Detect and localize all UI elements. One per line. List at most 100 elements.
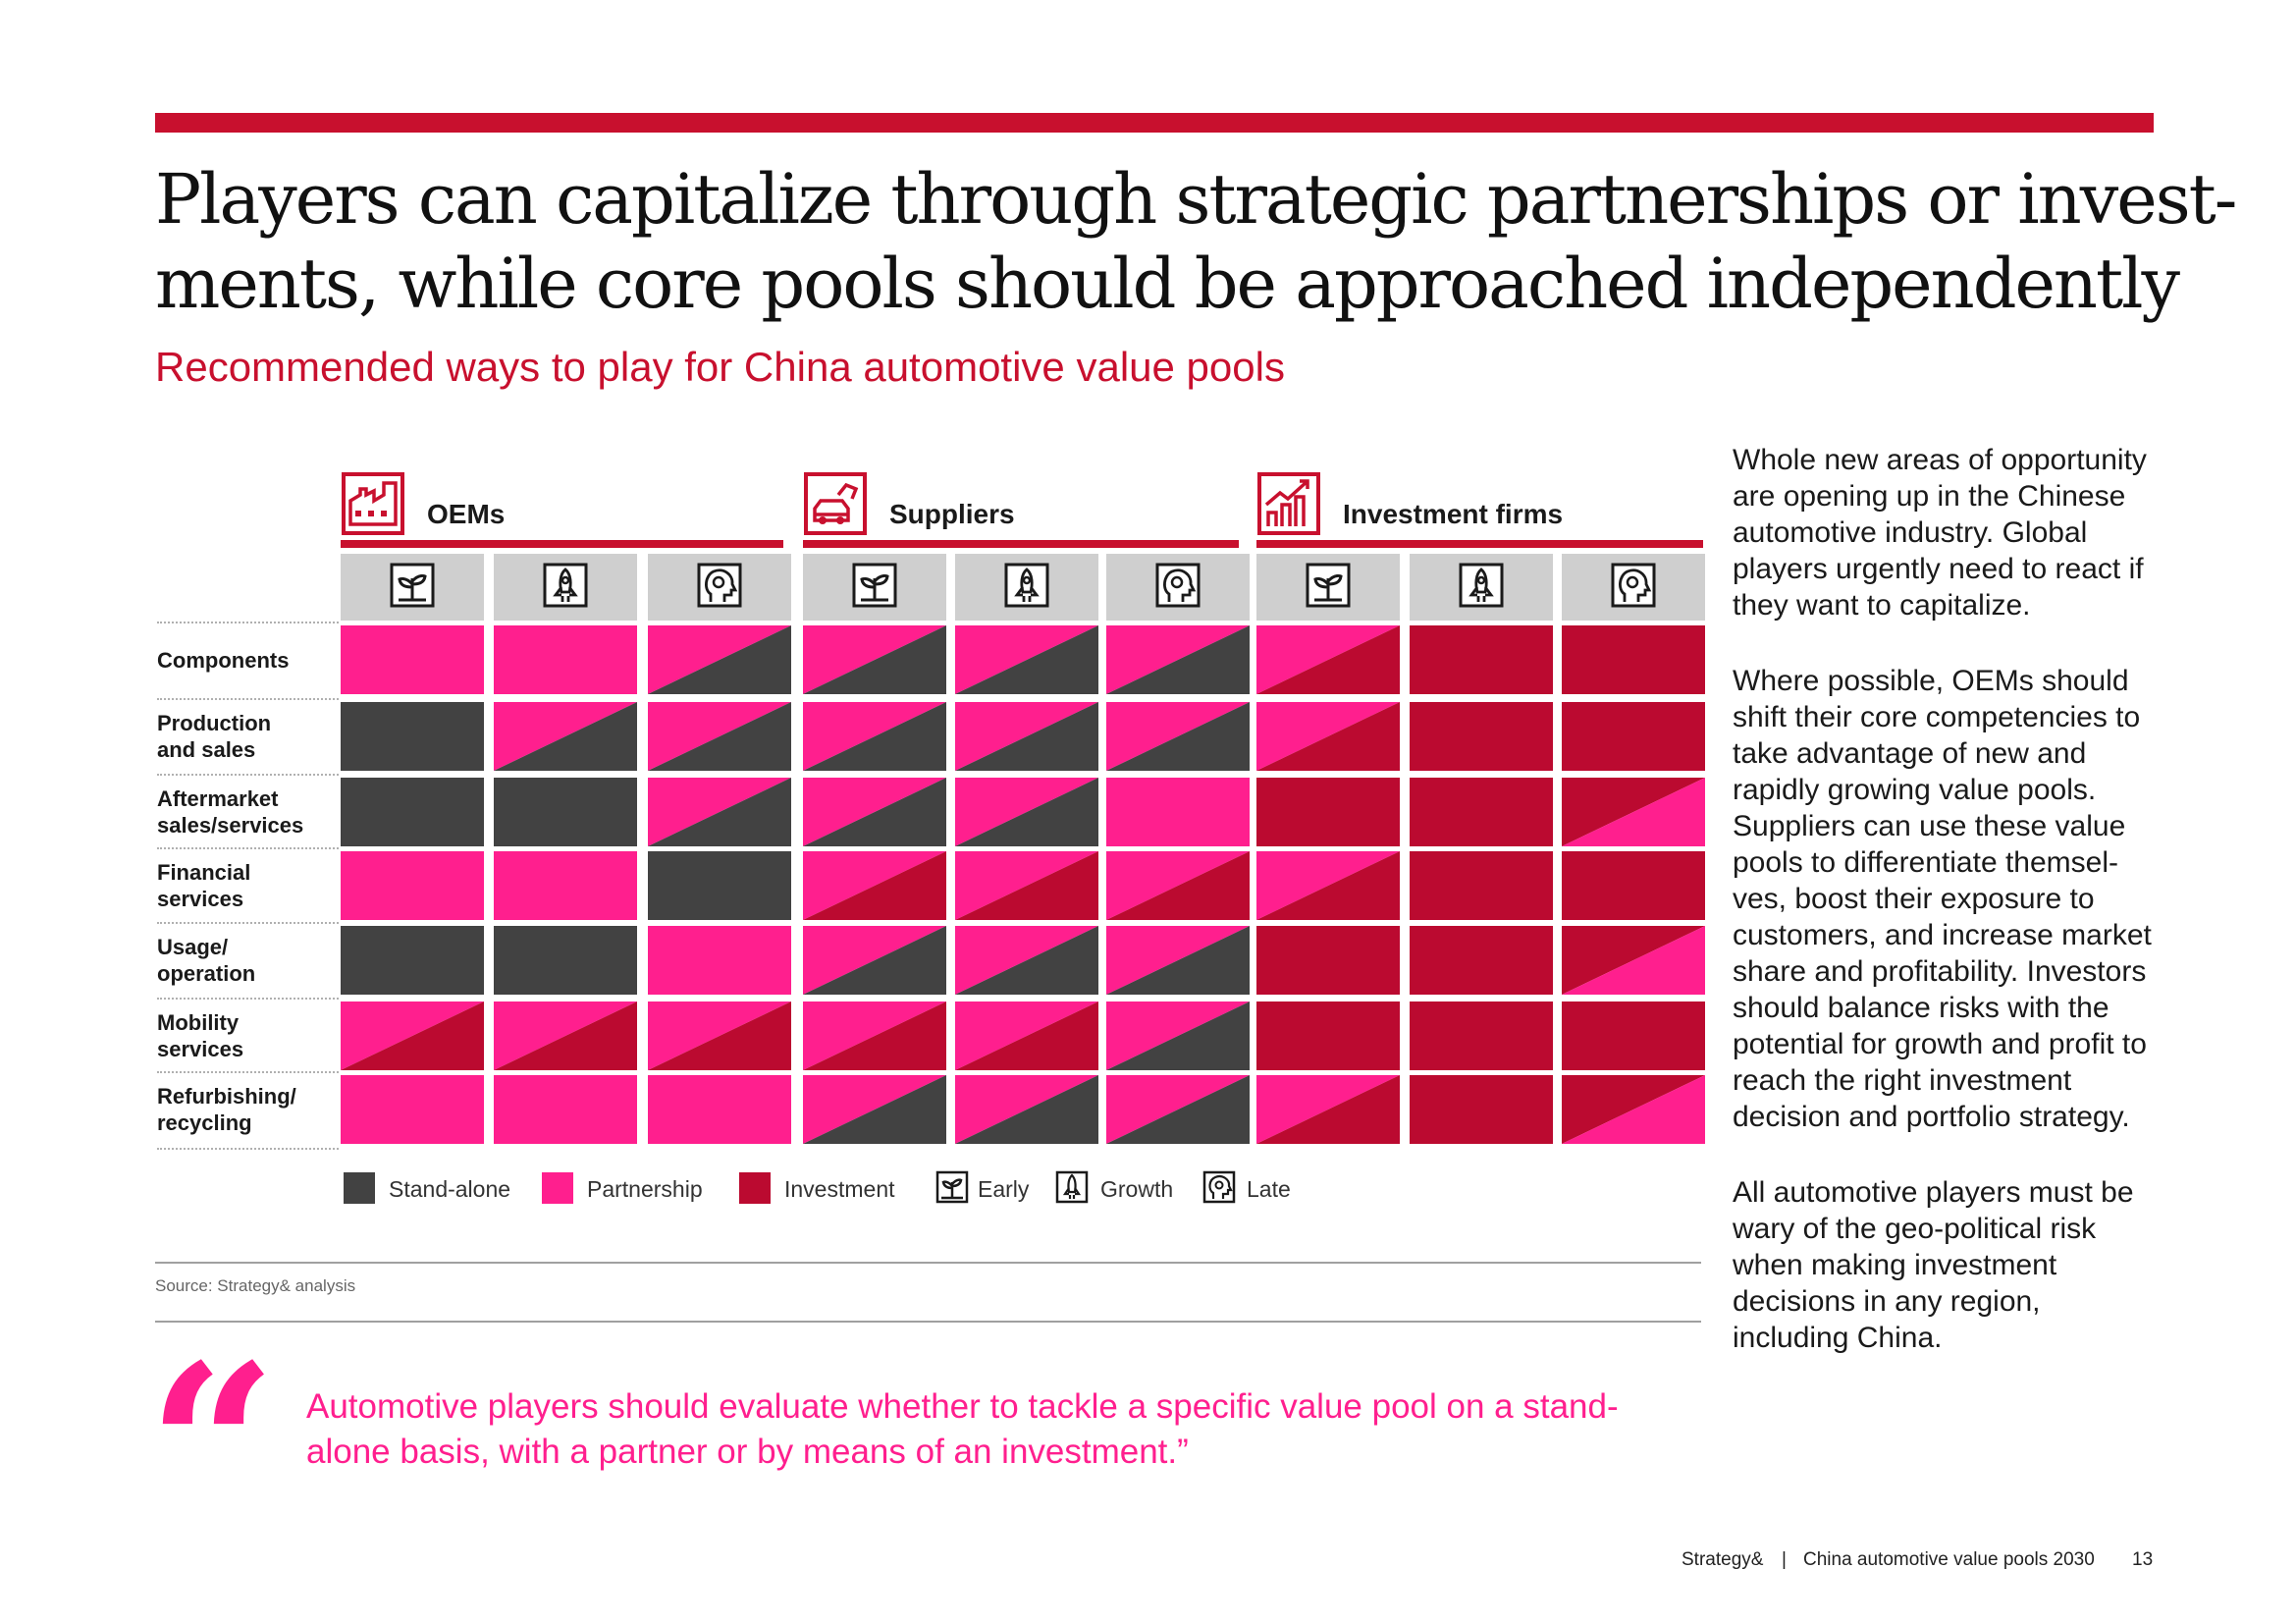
matrix-cell-graphic: [341, 851, 484, 920]
matrix-cell: [1562, 851, 1705, 920]
row-separator: [157, 774, 339, 776]
matrix-cell-graphic: [803, 778, 946, 846]
divider-bottom: [155, 1321, 1701, 1323]
matrix-cell-graphic: [1562, 1075, 1705, 1144]
row-separator: [157, 922, 339, 924]
cell-fill-lower: [1562, 1075, 1705, 1144]
cell-fill: [1562, 851, 1705, 920]
cell-fill: [648, 926, 791, 995]
stage-header-growth: [955, 554, 1098, 621]
sidebar-paragraph-2: Where possible, OEMs should shift their …: [1733, 665, 2152, 1133]
seedling-icon: [852, 563, 897, 613]
matrix-cell-graphic: [1106, 625, 1250, 694]
rocket-icon: [1004, 563, 1049, 613]
stage-header-growth: [494, 554, 637, 621]
row-label: Production and sales: [157, 710, 271, 763]
cell-fill-lower: [803, 625, 946, 694]
sidebar-paragraph-1: Whole new areas of opportunity are openi…: [1733, 444, 2147, 622]
matrix-cell-graphic: [803, 851, 946, 920]
matrix-cell-graphic: [1410, 851, 1553, 920]
matrix-cell: [494, 702, 637, 771]
cell-fill: [341, 625, 484, 694]
matrix-cell-graphic: [955, 778, 1098, 846]
group-label: Investment firms: [1343, 499, 1564, 529]
cell-fill-lower: [803, 926, 946, 995]
stage-header-early: [341, 554, 484, 621]
growth-chart-icon: [1256, 471, 1321, 541]
seedling-icon: [390, 563, 435, 613]
matrix-cell-graphic: [1410, 1075, 1553, 1144]
head-gear-icon: [1611, 563, 1656, 613]
matrix-cell: [955, 702, 1098, 771]
legend-label-growth: Growth: [1100, 1176, 1174, 1202]
cell-fill: [494, 851, 637, 920]
matrix-cell: [341, 926, 484, 995]
matrix-cell-graphic: [648, 926, 791, 995]
cell-fill: [494, 778, 637, 846]
matrix-cell: [1256, 926, 1400, 995]
matrix-cell: [1410, 702, 1553, 771]
matrix-cell-graphic: [1410, 926, 1553, 995]
matrix-cell: [803, 1075, 946, 1144]
matrix-cell-graphic: [1256, 851, 1400, 920]
chart-subtitle: Recommended ways to play for China autom…: [155, 344, 1285, 390]
legend-seedling-icon: [935, 1170, 969, 1204]
cell-fill: [1562, 625, 1705, 694]
matrix-cell-graphic: [494, 926, 637, 995]
matrix-cell: [1256, 702, 1400, 771]
matrix-cell: [1106, 1001, 1250, 1070]
row-label-line-2: services: [157, 1037, 244, 1061]
matrix-cell: [1410, 851, 1553, 920]
matrix-cell: [1106, 1075, 1250, 1144]
matrix-cell-graphic: [803, 625, 946, 694]
group-header-suppliers: Suppliers: [803, 471, 1239, 548]
row-label: Refurbishing/recycling: [157, 1083, 296, 1136]
group-underline: [803, 540, 1239, 548]
cell-fill: [1256, 1001, 1400, 1070]
matrix-cell-graphic: [1256, 625, 1400, 694]
row-label-line-1: Components: [157, 647, 290, 673]
row-label-line-2: operation: [157, 961, 256, 986]
cell-fill: [1410, 926, 1553, 995]
cell-fill-lower: [955, 702, 1098, 771]
matrix-cell-graphic: [1562, 778, 1705, 846]
matrix-cell: [494, 778, 637, 846]
matrix-cell-graphic: [648, 1075, 791, 1144]
matrix-cell: [1562, 702, 1705, 771]
matrix-cell-graphic: [494, 778, 637, 846]
row-label-line-2: and sales: [157, 737, 256, 762]
matrix-cell: [1106, 625, 1250, 694]
footer-brand: Strategy&: [1682, 1549, 1764, 1570]
matrix-cell-graphic: [494, 1001, 637, 1070]
cell-fill: [1562, 1001, 1705, 1070]
cell-fill-lower: [1106, 625, 1250, 694]
cell-fill: [494, 625, 637, 694]
stage-header-late: [648, 554, 791, 621]
matrix-cell: [955, 625, 1098, 694]
car-parts-icon: [803, 471, 868, 541]
divider-top: [155, 1262, 1701, 1264]
rocket-icon: [1459, 563, 1504, 613]
legend-label-partnership: Partnership: [587, 1176, 703, 1202]
cell-fill-lower: [1256, 702, 1400, 771]
matrix-cell: [803, 778, 946, 846]
matrix-cell-graphic: [955, 1075, 1098, 1144]
matrix-cell: [1562, 1075, 1705, 1144]
matrix-cell-graphic: [1562, 1001, 1705, 1070]
cell-fill-lower: [1256, 851, 1400, 920]
legend-head-gear-icon: [1202, 1170, 1236, 1204]
cell-fill: [1256, 778, 1400, 846]
matrix-cell-graphic: [341, 625, 484, 694]
matrix-cell-graphic: [1256, 1001, 1400, 1070]
cell-fill: [1410, 702, 1553, 771]
matrix-cell-graphic: [1106, 851, 1250, 920]
cell-fill: [1410, 625, 1553, 694]
row-label: Aftermarket sales/services: [157, 785, 303, 839]
cell-fill-lower: [955, 851, 1098, 920]
legend-label-investment: Investment: [784, 1176, 895, 1202]
pull-quote: Automotive players should evaluate wheth…: [306, 1387, 1619, 1471]
matrix-cell-graphic: [1106, 1001, 1250, 1070]
matrix-cell-graphic: [1410, 625, 1553, 694]
matrix-cell: [955, 778, 1098, 846]
matrix-cell-graphic: [803, 1001, 946, 1070]
